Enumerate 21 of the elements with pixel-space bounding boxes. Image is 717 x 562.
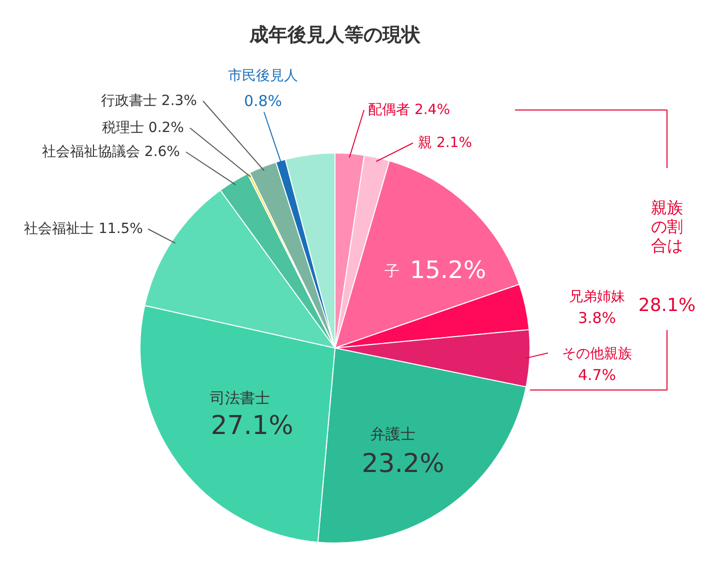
data-label: 0.8% [244, 92, 282, 110]
slice-label: 税理士 0.2% [102, 120, 184, 136]
slice-label: 弁護士 [370, 425, 416, 443]
data-label: 23.2% [362, 449, 444, 479]
slice-label: 社会福祉協議会 2.6% [42, 144, 180, 160]
slice-label: その他親族 [562, 346, 632, 362]
data-label: 27.1% [210, 411, 294, 441]
slice-label: 親 2.1% [418, 135, 472, 151]
slice-label: 子 [384, 262, 400, 280]
data-label: 3.8% [578, 309, 616, 327]
chart-title: 成年後見人等の現状 [248, 24, 422, 46]
text: 親族の割合は [651, 198, 683, 255]
slice-label: 市民後見人 [228, 68, 298, 84]
slice-label: 兄弟姉妹 [569, 289, 625, 305]
data-label: 4.7% [578, 366, 616, 384]
slice-label: 行政書士 2.3% [100, 93, 197, 109]
slice-label: 司法書士 [210, 389, 270, 407]
slice-label: 配偶者 2.4% [368, 102, 450, 118]
data-label: 15.2% [410, 256, 486, 284]
text: 28.1% [638, 295, 696, 316]
slice-label: 社会福祉士 11.5% [24, 221, 143, 237]
